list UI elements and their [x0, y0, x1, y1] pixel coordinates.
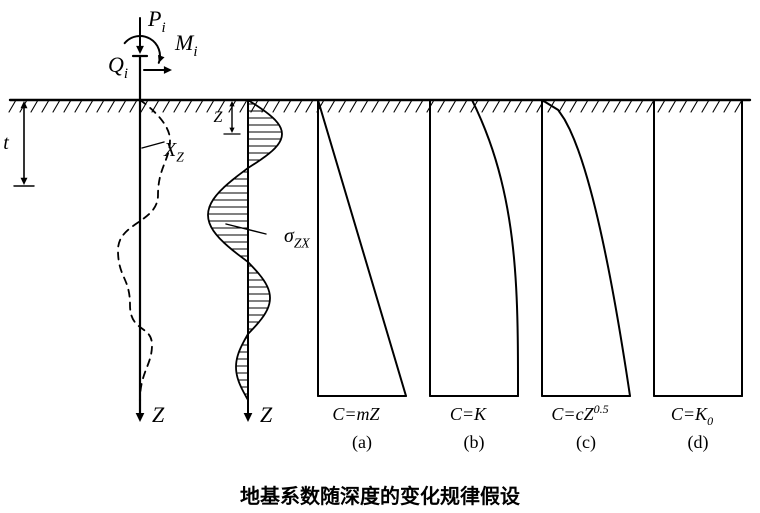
figure-caption: 地基系数随深度的变化规律假设	[0, 480, 760, 509]
svg-text:(d): (d)	[688, 432, 709, 453]
svg-text:C=K: C=K	[450, 404, 487, 424]
svg-text:C=K0: C=K0	[671, 404, 713, 428]
svg-text:Pi: Pi	[147, 6, 166, 36]
svg-text:C=mZ: C=mZ	[332, 404, 380, 424]
svg-text:σZX: σZX	[284, 225, 310, 251]
svg-text:Mi: Mi	[174, 30, 197, 60]
diagram-canvas: Z Pi Qi Mi XZ t Z ZσZX C=mZ (a) C=K (b) C=cZ0.5 (c) C=…	[0, 0, 760, 513]
svg-text:t: t	[3, 132, 9, 154]
svg-text:C=cZ0.5: C=cZ0.5	[551, 402, 608, 424]
svg-text:Z: Z	[214, 109, 224, 126]
svg-text:Z: Z	[152, 402, 165, 427]
svg-text:Qi: Qi	[108, 52, 128, 82]
svg-text:(c): (c)	[576, 432, 596, 453]
svg-text:(a): (a)	[352, 432, 372, 453]
svg-text:XZ: XZ	[163, 139, 184, 165]
svg-text:(b): (b)	[464, 432, 485, 453]
svg-text:Z: Z	[260, 402, 273, 427]
